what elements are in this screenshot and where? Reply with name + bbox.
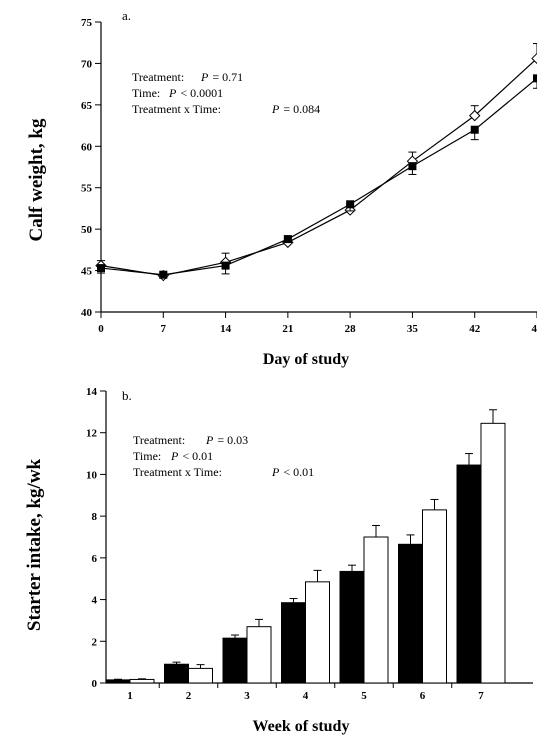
stat-value: < 0.0001	[180, 86, 223, 100]
data-point-diamond	[531, 52, 537, 65]
stat-value: = 0.71	[212, 70, 243, 84]
svg-text:Treatment:P= 0.71: Treatment: P = 0.71	[132, 70, 243, 84]
stat-label: Treatment x Time:	[132, 102, 221, 116]
bar	[129, 678, 155, 684]
x-tick-label: 4	[303, 690, 309, 702]
stat-p: P	[168, 86, 177, 100]
panel-label-a: a.	[122, 8, 131, 23]
stat-label: Treatment:	[132, 70, 184, 84]
svg-text:Time:P< 0.0001: Time: P < 0.0001	[132, 86, 223, 100]
bar	[188, 667, 213, 684]
x-tick-label: 49	[532, 323, 537, 335]
bar	[422, 509, 447, 684]
x-tick-label: 3	[244, 690, 250, 702]
stat-p: P	[200, 70, 209, 84]
x-axis-title-b: Week of study	[253, 718, 350, 735]
x-tick-label: 21	[282, 323, 293, 335]
bar	[305, 581, 330, 684]
svg-text:Treatment:P= 0.03: Treatment: P = 0.03	[133, 433, 248, 447]
y-tick-label: 75	[81, 17, 93, 29]
x-tick-label: 2	[186, 690, 192, 702]
data-point-square	[283, 235, 292, 244]
chart-a: a. Calf weight, kg Day of study Treatmen…	[26, 8, 537, 368]
series-line-2	[100, 77, 537, 276]
svg-text:Treatment x Time:P= 0.084: Treatment x Time: P = 0.084	[132, 102, 320, 116]
series-line-1	[100, 58, 537, 277]
stats-block-a: Treatment: P = 0.71 Time: P < 0.0001 Treatme…	[132, 70, 320, 116]
x-tick-label: 7	[478, 690, 484, 702]
stat-label: Time:	[133, 449, 161, 463]
data-point-square	[470, 125, 479, 134]
y-tick-label: 55	[81, 183, 93, 195]
bar	[164, 663, 189, 684]
stat-label: Time:	[132, 86, 160, 100]
bar	[105, 679, 131, 684]
bar	[456, 464, 482, 684]
panel-label-b: b.	[122, 388, 132, 403]
x-tick-label: 42	[469, 323, 481, 335]
y-tick-label: 14	[86, 386, 98, 398]
bar	[246, 626, 272, 684]
bar	[398, 543, 423, 684]
stat-value: < 0.01	[182, 449, 213, 463]
x-tick-label: 0	[98, 323, 104, 335]
data-point-square	[533, 74, 537, 83]
stats-block-b: Treatment: P = 0.03 Time: P < 0.01 Treatment…	[133, 433, 314, 479]
bar	[339, 570, 365, 684]
stat-value: < 0.01	[283, 465, 314, 479]
y-tick-label: 8	[92, 511, 98, 523]
x-tick-label: 1	[127, 690, 133, 702]
y-tick-label: 6	[92, 553, 98, 565]
data-point-square	[408, 162, 417, 171]
data-point-square	[346, 200, 355, 209]
y-axis-title-a: Calf weight, kg	[26, 118, 47, 241]
y-axis-title-b: Starter intake, kg/wk	[24, 458, 45, 631]
x-axis-title-a: Day of study	[263, 351, 349, 368]
x-tick-label: 6	[420, 690, 426, 702]
x-tick-label: 14	[220, 323, 232, 335]
svg-text:Treatment x Time:P< 0.01: Treatment x Time: P < 0.01	[133, 465, 314, 479]
y-tick-label: 60	[81, 141, 93, 153]
y-tick-label: 2	[92, 636, 98, 648]
y-tick-label: 50	[81, 224, 93, 236]
y-tick-label: 65	[81, 100, 93, 112]
data-point-square	[97, 264, 105, 273]
y-tick-label: 4	[92, 595, 98, 607]
bar	[363, 536, 389, 684]
stat-p: P	[170, 449, 179, 463]
stat-p: P	[271, 102, 280, 116]
y-tick-label: 10	[86, 469, 98, 481]
stat-p: P	[205, 433, 214, 447]
bar	[281, 602, 306, 684]
svg-text:Time:P< 0.01: Time: P < 0.01	[133, 449, 213, 463]
x-tick-label: 35	[407, 323, 419, 335]
stat-label: Treatment:	[133, 433, 185, 447]
data-point-square	[221, 261, 230, 270]
y-tick-label: 40	[81, 307, 93, 319]
chart-b: b. Starter intake, kg/wk Week of study T…	[24, 386, 533, 735]
data-point-diamond	[469, 109, 481, 122]
x-tick-label: 28	[345, 323, 357, 335]
y-tick-label: 0	[92, 678, 98, 690]
data-point-square	[159, 270, 168, 279]
bar	[222, 637, 248, 684]
y-tick-label: 12	[86, 428, 98, 440]
stat-p: P	[271, 465, 280, 479]
y-tick-label: 45	[81, 266, 93, 278]
bar	[480, 422, 506, 684]
stat-label: Treatment x Time:	[133, 465, 222, 479]
x-tick-label: 5	[361, 690, 367, 702]
stat-value: = 0.03	[217, 433, 248, 447]
x-tick-label: 7	[161, 323, 167, 335]
y-tick-label: 70	[81, 58, 93, 70]
stat-value: = 0.084	[283, 102, 320, 116]
